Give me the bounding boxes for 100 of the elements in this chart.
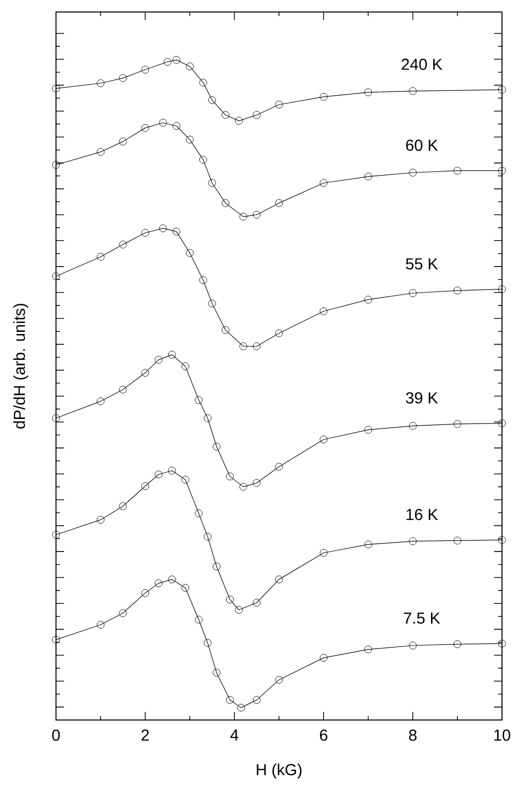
point	[181, 476, 190, 484]
point	[408, 289, 417, 297]
point	[194, 616, 203, 624]
point	[454, 640, 462, 648]
point	[226, 696, 234, 704]
point	[408, 642, 417, 650]
point	[408, 422, 417, 430]
point	[239, 342, 248, 350]
x-axis-title: H (kG)	[256, 764, 302, 778]
point	[194, 396, 203, 404]
point	[408, 537, 417, 546]
point	[199, 156, 208, 164]
point	[239, 482, 248, 491]
point	[204, 532, 212, 541]
point	[252, 479, 261, 487]
x-tick-label: 8	[409, 730, 417, 741]
point	[275, 676, 283, 684]
x-tick-label: 2	[142, 730, 149, 741]
point	[275, 576, 283, 584]
point	[172, 228, 180, 236]
point	[194, 510, 203, 518]
point	[364, 172, 372, 180]
point	[204, 639, 212, 647]
series-label: 39 K	[406, 392, 438, 404]
point	[119, 138, 127, 146]
x-tick-label: 10	[494, 730, 510, 741]
point	[498, 86, 506, 94]
point	[364, 426, 372, 434]
point	[96, 148, 104, 156]
point	[168, 350, 176, 359]
point	[408, 87, 417, 95]
point	[364, 646, 372, 654]
point	[52, 161, 60, 169]
point	[52, 636, 60, 644]
point	[186, 62, 194, 70]
point	[141, 368, 150, 377]
point	[235, 606, 243, 614]
point	[498, 285, 506, 294]
point	[364, 296, 372, 304]
point	[454, 420, 462, 428]
point	[226, 472, 234, 480]
point	[364, 540, 372, 548]
point	[208, 300, 216, 308]
point	[52, 530, 60, 539]
point	[164, 58, 172, 66]
point	[364, 88, 372, 96]
series-label: 60 K	[406, 140, 438, 151]
point	[159, 118, 167, 127]
point	[320, 654, 328, 662]
point	[275, 462, 283, 471]
point	[252, 210, 261, 219]
point	[226, 596, 234, 604]
point	[96, 79, 104, 88]
point	[320, 436, 328, 444]
point	[212, 562, 220, 570]
point	[252, 111, 261, 119]
point	[154, 579, 162, 588]
point	[498, 419, 506, 428]
point	[208, 96, 216, 104]
point	[222, 326, 230, 334]
point	[96, 397, 104, 406]
point	[52, 272, 60, 280]
point	[275, 100, 283, 108]
series-label: 7.5 K	[404, 612, 440, 624]
point	[141, 124, 150, 132]
point	[320, 179, 328, 187]
point	[199, 78, 208, 86]
point	[119, 609, 127, 617]
point	[52, 414, 60, 422]
point	[212, 442, 220, 450]
point	[408, 168, 417, 176]
point	[237, 704, 245, 712]
point	[96, 252, 104, 261]
point	[119, 74, 127, 82]
point	[181, 362, 190, 370]
x-tick-label: 6	[320, 730, 328, 741]
point	[119, 240, 127, 248]
point	[454, 536, 462, 544]
point	[119, 386, 127, 394]
point	[52, 84, 60, 92]
point	[159, 224, 167, 232]
point	[154, 356, 162, 364]
point	[498, 166, 506, 175]
point	[141, 589, 150, 597]
point	[208, 179, 216, 187]
point	[141, 482, 150, 490]
point	[252, 342, 261, 350]
point	[141, 229, 150, 237]
y-axis-title: dP/dH (arb. units)	[13, 304, 28, 429]
point	[172, 122, 180, 130]
point	[275, 329, 283, 338]
series-label: 55 K	[406, 258, 438, 270]
point	[454, 166, 462, 175]
series-label: 16 K	[406, 508, 438, 520]
point	[172, 56, 180, 64]
point	[235, 116, 243, 125]
point	[154, 470, 162, 478]
point	[119, 502, 127, 510]
point	[320, 93, 328, 101]
x-tick-label: 0	[52, 730, 60, 741]
